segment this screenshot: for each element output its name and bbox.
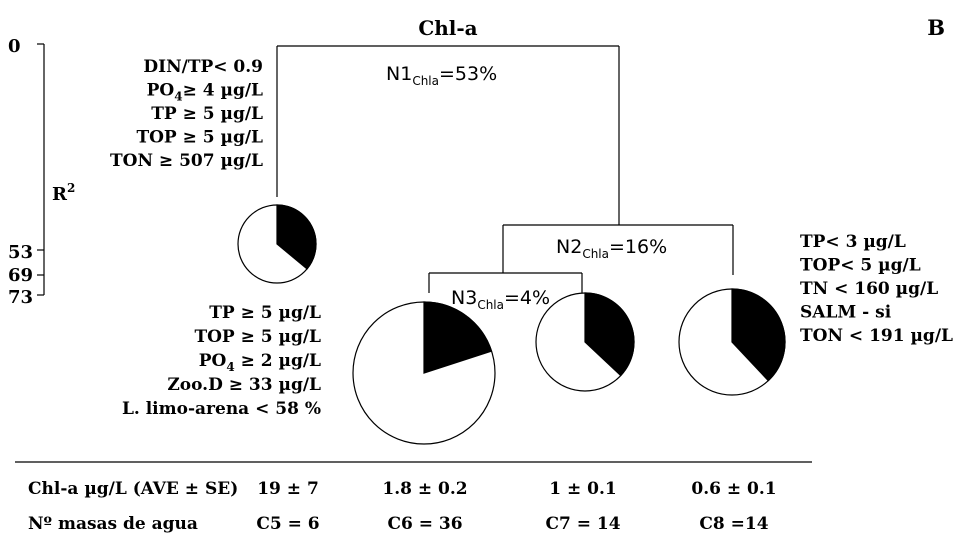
rule-line: TOP ≥ 5 µg/L	[136, 128, 263, 148]
table-row-label: Chl-a µg/L (AVE ± SE)	[28, 479, 238, 499]
rule-line: SALM - si	[800, 303, 892, 323]
rules-c6: TP ≥ 5 µg/L TOP ≥ 5 µg/L PO4 ≥ 2 µg/LZoo.D…	[122, 303, 321, 419]
pie-c5	[237, 204, 317, 284]
table-row-label: Nº masas de agua	[28, 514, 198, 534]
r2-tick-label: 73	[8, 287, 33, 308]
node-label-n2: N2Chla=16%	[556, 236, 667, 261]
pie-slice	[584, 292, 635, 377]
tree-branches	[276, 45, 734, 293]
rule-line: TN < 160 µg/L	[800, 279, 938, 299]
table-cell: 0.6 ± 0.1	[691, 479, 776, 499]
rules-c8: TP< 3 µg/L TOP< 5 µg/L TN < 160 µg/L SALM -…	[800, 232, 953, 346]
rule-line: DIN/TP< 0.9	[143, 57, 263, 77]
pie-c6	[352, 301, 496, 445]
rule-line: L. limo-arena < 58 %	[122, 399, 321, 419]
pie-slice	[423, 301, 493, 374]
node-label-n3: N3Chla=4%	[451, 287, 550, 312]
r2-tick-label: 53	[8, 242, 33, 263]
rule-line: TON < 191 µg/L	[800, 326, 953, 346]
rule-line: Zoo.D ≥ 33 µg/L	[167, 375, 321, 395]
tree-title: Chl-a	[418, 16, 477, 40]
rules-c5: DIN/TP< 0.9 PO4≥ 4 µg/LTP ≥ 5 µg/L TOP ≥ 5…	[110, 57, 263, 171]
pie-c8	[678, 288, 786, 396]
rule-line: TOP< 5 µg/L	[800, 256, 921, 276]
rule-line: TP< 3 µg/L	[800, 232, 906, 252]
table-cell: 19 ± 7	[257, 479, 319, 499]
pie-slice	[731, 288, 786, 382]
rule-line: TP ≥ 5 µg/L	[151, 104, 263, 124]
table-cell: C6 = 36	[387, 514, 462, 534]
table-cell: C5 = 6	[256, 514, 319, 534]
rule-line: TP ≥ 5 µg/L	[209, 303, 321, 323]
table-cell: C7 = 14	[545, 514, 620, 534]
panel-label: B	[927, 15, 945, 40]
table-cell: 1 ± 0.1	[549, 479, 617, 499]
node-label-n1: N1Chla=53%	[386, 63, 497, 88]
r2-tick-label: 69	[8, 265, 33, 286]
r2-axis	[37, 43, 45, 296]
rule-line: PO4 ≥ 2 µg/L	[199, 351, 321, 374]
r2-tick-label: 0	[8, 36, 21, 57]
pie-c7	[535, 292, 635, 392]
table-cell: C8 =14	[699, 514, 768, 534]
table-cell: 1.8 ± 0.2	[382, 479, 467, 499]
pie-slice	[276, 204, 317, 270]
rule-line: PO4≥ 4 µg/L	[147, 81, 263, 104]
r2-axis-label: R2	[52, 181, 75, 205]
rule-line: TOP ≥ 5 µg/L	[194, 327, 321, 347]
rule-line: TON ≥ 507 µg/L	[110, 151, 263, 171]
